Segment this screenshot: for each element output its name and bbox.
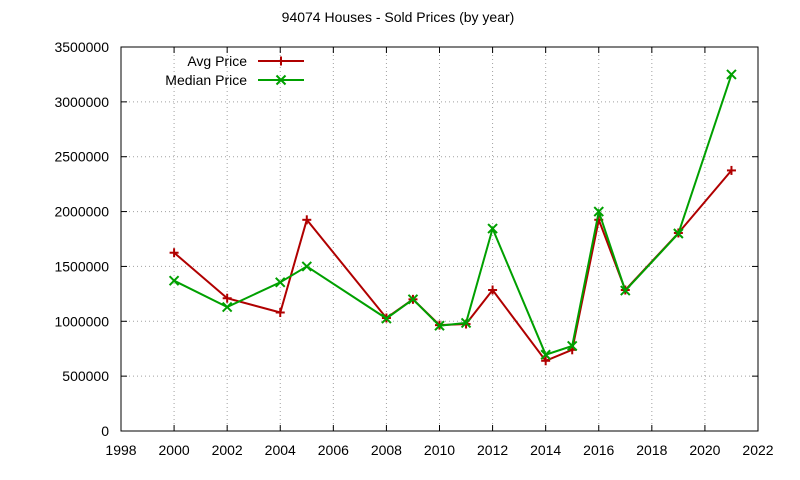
x-tick-label: 2008 [371,442,402,458]
y-tick-label: 0 [101,423,109,439]
data-point-median-price [567,340,578,352]
x-tick-label: 2000 [159,442,190,458]
data-point-avg-price [541,356,551,366]
data-point-median-price [726,69,737,80]
y-tick-label: 3500000 [54,39,109,55]
data-point-avg-price [488,285,498,295]
data-point-median-price [381,313,392,324]
x-tick-label: 2020 [689,442,720,458]
y-tick-label: 1500000 [54,258,109,274]
data-point-median-price [221,301,233,313]
x-tick-label: 2016 [583,442,614,458]
y-tick-label: 500000 [62,368,109,384]
data-point-median-price [460,317,472,329]
y-tick-label: 1000000 [54,313,109,329]
data-point-median-price [407,294,419,305]
x-tick-label: 2010 [424,442,455,458]
data-point-median-price [540,349,551,360]
y-tick-label: 2000000 [54,204,109,220]
data-point-median-price [434,320,445,331]
data-point-avg-price [222,293,232,303]
x-tick-label: 2006 [318,442,349,458]
legend-marker [275,74,287,86]
x-tick-label: 2002 [212,442,243,458]
x-tick-label: 2004 [265,442,296,458]
x-tick-label: 2022 [742,442,773,458]
x-tick-label: 2012 [477,442,508,458]
data-point-median-price [673,228,684,239]
series-layer [168,69,737,366]
plot-frame [120,46,759,432]
legend-label: Avg Price [187,53,247,69]
chart-title: 94074 Houses - Sold Prices (by year) [282,9,515,25]
legend-marker [276,56,286,66]
series-line-median-price [173,74,733,356]
y-tick-label: 2500000 [54,149,109,165]
x-tick-label: 2014 [530,442,561,458]
data-point-avg-price [302,215,312,225]
data-point-avg-price [726,165,736,175]
legend: Avg Price Median Price [165,53,304,88]
x-tick-label: 1998 [105,442,136,458]
legend-label: Median Price [165,72,247,88]
data-point-median-price [620,285,631,296]
data-point-median-price [593,206,604,217]
x-tick-label: 2018 [636,442,667,458]
grid [121,47,758,431]
data-point-median-price [487,223,498,234]
y-tick-label: 3000000 [54,94,109,110]
data-point-median-price [168,275,180,286]
axis-ticks: 1998 2000 2002 2004 2006 2008 2010 2012 2014 2016… [54,39,773,458]
data-point-median-price [275,277,286,288]
data-point-median-price [301,261,312,272]
data-point-avg-price [275,308,285,318]
data-point-avg-price [169,248,179,258]
